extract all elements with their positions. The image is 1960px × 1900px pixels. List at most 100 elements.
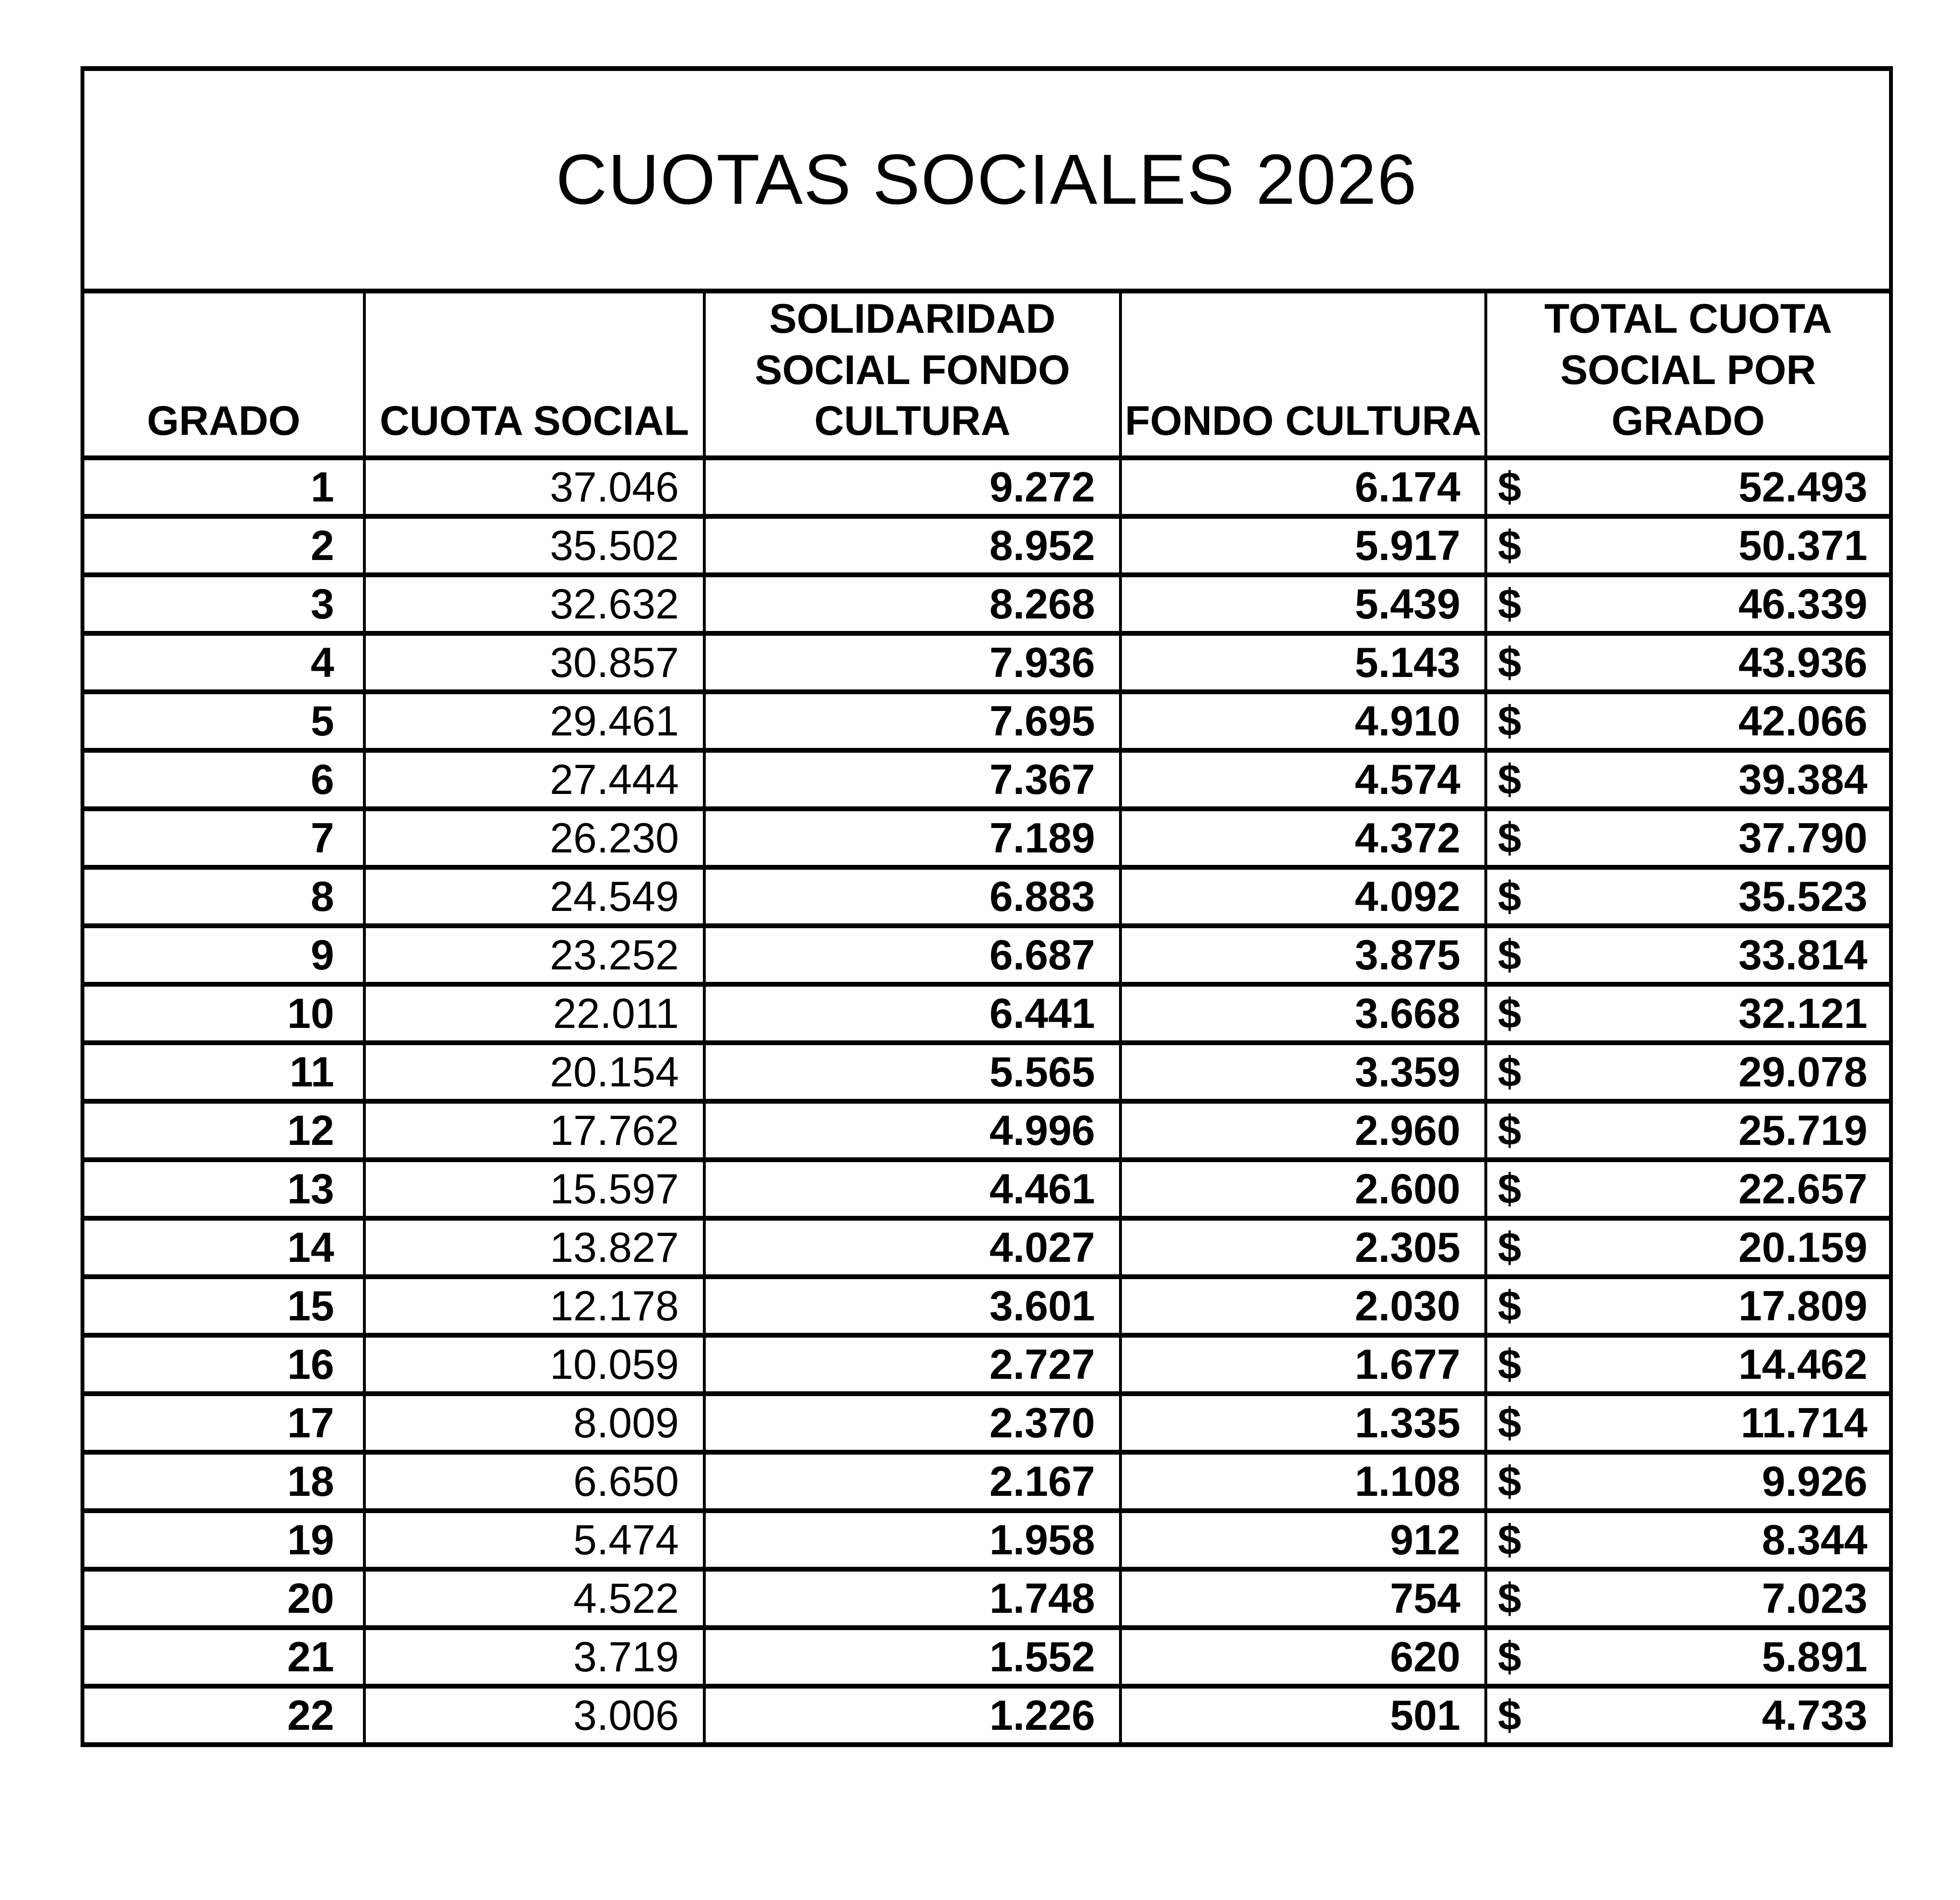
total-cell: $33.814 [1484,923,1892,987]
cuota-social-cell: 3.719 [363,1625,706,1689]
grado-cell: 1 [81,455,366,519]
header-total-line2: SOCIAL POR GRADO [1560,347,1816,444]
fondo-cultura-cell: 1.335 [1119,1391,1487,1455]
fondo-cultura-cell: 620 [1119,1625,1487,1689]
currency-symbol: $ [1498,1223,1521,1271]
table-row: 11 20.154 5.565 3.359 $29.078 [81,1040,1892,1104]
total-cell: $32.121 [1484,981,1892,1045]
fondo-cultura-cell: 2.960 [1119,1098,1487,1162]
table-row: 21 3.719 1.552 620 $5.891 [81,1625,1892,1689]
header-fondo-cultura: FONDO CULTURA [1119,289,1487,460]
solidaridad-cell: 2.727 [703,1332,1122,1396]
table-row: 4 30.857 7.936 5.143 $43.936 [81,630,1892,694]
cuota-social-cell: 3.006 [363,1683,706,1747]
solidaridad-cell: 1.958 [703,1508,1122,1572]
title-row: CUOTAS SOCIALES 2026 [81,66,1892,293]
cuota-social-cell: 24.549 [363,864,706,928]
cuota-social-cell: 26.230 [363,806,706,870]
total-value: 4.733 [1762,1691,1867,1739]
table-row: 13 15.597 4.461 2.600 $22.657 [81,1157,1892,1221]
table-row: 2 35.502 8.952 5.917 $50.371 [81,513,1892,577]
currency-symbol: $ [1498,814,1521,862]
grado-cell: 2 [81,513,366,577]
table-row: 16 10.059 2.727 1.677 $14.462 [81,1332,1892,1396]
currency-symbol: $ [1498,580,1521,628]
solidaridad-cell: 6.687 [703,923,1122,987]
table-row: 3 32.632 8.268 5.439 $46.339 [81,572,1892,636]
grado-cell: 14 [81,1215,366,1279]
fondo-cultura-cell: 5.143 [1119,630,1487,694]
currency-symbol: $ [1498,1632,1521,1680]
total-value: 11.714 [1740,1399,1867,1446]
table-row: 22 3.006 1.226 501 $4.733 [81,1683,1892,1747]
grado-cell: 9 [81,923,366,987]
currency-symbol: $ [1498,1282,1521,1329]
currency-symbol: $ [1498,1515,1521,1563]
table-row: 6 27.444 7.367 4.574 $39.384 [81,747,1892,811]
fondo-cultura-cell: 5.917 [1119,513,1487,577]
table-row: 20 4.522 1.748 754 $7.023 [81,1566,1892,1630]
total-cell: $42.066 [1484,689,1892,753]
header-solidaridad-line1: SOLIDARIDAD [769,296,1056,342]
total-value: 25.719 [1738,1106,1867,1154]
currency-symbol: $ [1498,697,1521,745]
total-cell: $37.790 [1484,806,1892,870]
fondo-cultura-cell: 2.305 [1119,1215,1487,1279]
total-cell: $29.078 [1484,1040,1892,1104]
grado-cell: 8 [81,864,366,928]
cuota-social-cell: 8.009 [363,1391,706,1455]
table-row: 7 26.230 7.189 4.372 $37.790 [81,806,1892,870]
header-row: GRADO CUOTA SOCIAL SOLIDARIDAD SOCIAL FO… [81,289,1892,460]
total-value: 8.344 [1762,1515,1867,1563]
table-row: 5 29.461 7.695 4.910 $42.066 [81,689,1892,753]
total-value: 42.066 [1738,697,1867,745]
total-cell: $46.339 [1484,572,1892,636]
total-value: 29.078 [1738,1048,1867,1096]
solidaridad-cell: 7.189 [703,806,1122,870]
header-solidaridad-line2: SOCIAL FONDO [755,347,1070,393]
solidaridad-cell: 7.936 [703,630,1122,694]
currency-symbol: $ [1498,1574,1521,1622]
grado-cell: 13 [81,1157,366,1221]
total-value: 46.339 [1738,580,1867,628]
cuota-social-cell: 20.154 [363,1040,706,1104]
grado-cell: 18 [81,1449,366,1513]
solidaridad-cell: 1.226 [703,1683,1122,1747]
grado-cell: 12 [81,1098,366,1162]
total-cell: $8.344 [1484,1508,1892,1572]
grado-cell: 7 [81,806,366,870]
table-body: 1 37.046 9.272 6.174 $52.493 2 35.502 8.952 5.91… [81,455,1892,1747]
fondo-cultura-cell: 3.875 [1119,923,1487,987]
currency-symbol: $ [1498,1165,1521,1212]
cuota-social-cell: 22.011 [363,981,706,1045]
currency-symbol: $ [1498,872,1521,920]
total-value: 32.121 [1738,989,1867,1037]
solidaridad-cell: 7.367 [703,747,1122,811]
cuota-social-cell: 32.632 [363,572,706,636]
grado-cell: 17 [81,1391,366,1455]
header-solidaridad: SOLIDARIDAD SOCIAL FONDO CULTURA [703,289,1122,460]
solidaridad-cell: 4.027 [703,1215,1122,1279]
grado-cell: 10 [81,981,366,1045]
total-value: 52.493 [1738,463,1867,511]
solidaridad-cell: 8.268 [703,572,1122,636]
currency-symbol: $ [1498,1457,1521,1505]
currency-symbol: $ [1498,521,1521,569]
total-cell: $25.719 [1484,1098,1892,1162]
total-cell: $22.657 [1484,1157,1892,1221]
cuota-social-cell: 27.444 [363,747,706,811]
total-value: 20.159 [1738,1223,1867,1271]
table-row: 12 17.762 4.996 2.960 $25.719 [81,1098,1892,1162]
solidaridad-cell: 4.461 [703,1157,1122,1221]
page-title: CUOTAS SOCIALES 2026 [81,66,1892,293]
header-cuota-social: CUOTA SOCIAL [363,289,706,460]
solidaridad-cell: 9.272 [703,455,1122,519]
table-row: 17 8.009 2.370 1.335 $11.714 [81,1391,1892,1455]
grado-cell: 16 [81,1332,366,1396]
fondo-cultura-cell: 4.372 [1119,806,1487,870]
fondo-cultura-cell: 5.439 [1119,572,1487,636]
total-cell: $4.733 [1484,1683,1892,1747]
total-cell: $7.023 [1484,1566,1892,1630]
grado-cell: 3 [81,572,366,636]
